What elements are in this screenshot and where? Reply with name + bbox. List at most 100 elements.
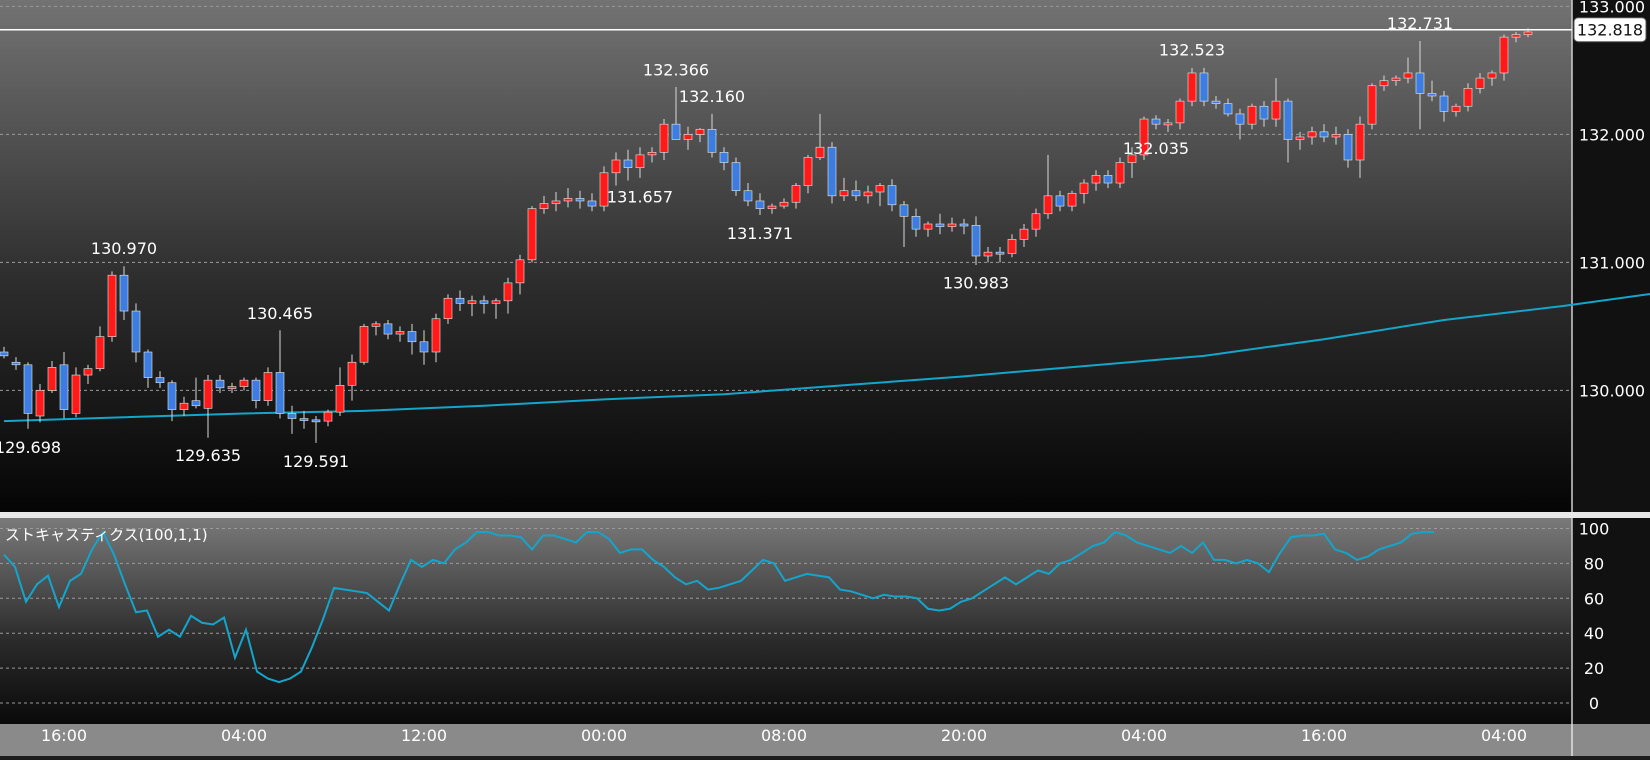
candle-body xyxy=(287,413,297,419)
candle-body xyxy=(875,185,885,193)
candle-body xyxy=(563,198,573,202)
time-tick-label: 00:00 xyxy=(581,726,627,745)
price-annotation-label: 132.160 xyxy=(679,87,745,106)
candle-body xyxy=(935,223,945,227)
stochastic-tick-label: 60 xyxy=(1584,589,1604,608)
candle-body xyxy=(1247,105,1257,125)
candle-body xyxy=(1211,100,1221,104)
candle-body xyxy=(347,361,357,386)
candle-body xyxy=(1403,72,1413,79)
candle-body xyxy=(791,185,801,203)
candle-body xyxy=(191,400,201,407)
candle-body xyxy=(47,367,57,391)
candle-body xyxy=(383,323,393,335)
candle-body xyxy=(1499,36,1509,74)
candle-body xyxy=(1379,80,1389,87)
candle-body xyxy=(323,411,333,422)
time-tick-label: 04:00 xyxy=(1481,726,1527,745)
price-annotation-label: 131.657 xyxy=(607,187,673,206)
candle-body xyxy=(1115,162,1125,184)
stochastic-tick-label: 40 xyxy=(1584,624,1604,643)
candle-body xyxy=(1283,100,1293,140)
price-annotation-label: 132.731 xyxy=(1387,14,1453,33)
price-tick-label: 133.000 xyxy=(1579,0,1645,16)
candle-body xyxy=(947,223,957,227)
candle-body xyxy=(1463,88,1473,107)
main-panel-background xyxy=(0,0,1572,512)
candle-body xyxy=(59,364,69,410)
candle-body xyxy=(1103,175,1113,184)
candle-body xyxy=(311,419,321,423)
candle-body xyxy=(911,216,921,230)
candle-body xyxy=(1067,192,1077,207)
candle-body xyxy=(851,190,861,197)
candle-body xyxy=(503,282,513,302)
candle-body xyxy=(707,128,717,153)
candle-body xyxy=(251,379,261,401)
time-tick-label: 12:00 xyxy=(401,726,447,745)
current-price-box xyxy=(1573,17,1647,43)
price-annotation-label: 132.035 xyxy=(1123,139,1189,158)
price-annotation-label: 132.523 xyxy=(1159,40,1225,59)
candle-body xyxy=(1343,134,1353,161)
candle-body xyxy=(1055,195,1065,207)
candle-body xyxy=(107,274,117,337)
candle-body xyxy=(1079,182,1089,194)
time-tick-label: 08:00 xyxy=(761,726,807,745)
time-tick-label: 04:00 xyxy=(221,726,267,745)
candle-body xyxy=(443,297,453,320)
candle-body xyxy=(863,191,873,197)
candle-body xyxy=(1367,85,1377,125)
candle-body xyxy=(1451,105,1461,112)
price-annotation-label: 130.465 xyxy=(247,304,313,323)
candle-body xyxy=(1187,72,1197,102)
candle-body xyxy=(1307,131,1317,138)
stochastic-title: ストキャスティクス(100,1,1) xyxy=(5,526,208,544)
candle-body xyxy=(1487,72,1497,79)
candle-body xyxy=(215,379,225,389)
price-annotation-label: 131.371 xyxy=(727,224,793,243)
candle-body xyxy=(419,341,429,353)
x-axis-background xyxy=(0,724,1650,756)
candle-body xyxy=(767,205,777,209)
candle-body xyxy=(95,336,105,369)
candle-body xyxy=(755,200,765,209)
time-tick-label: 04:00 xyxy=(1121,726,1167,745)
price-tick-label: 130.000 xyxy=(1579,381,1645,400)
candle-body xyxy=(959,223,969,227)
candle-body xyxy=(1091,175,1101,184)
candle-body xyxy=(743,190,753,202)
stochastic-tick-label: 80 xyxy=(1584,554,1604,573)
candle-body xyxy=(371,323,381,327)
candle-body xyxy=(179,402,189,410)
candle-body xyxy=(299,418,309,421)
time-tick-label: 20:00 xyxy=(941,726,987,745)
candle-body xyxy=(1331,134,1341,138)
candle-body xyxy=(1391,77,1401,81)
candle-body xyxy=(1475,77,1485,89)
candle-body xyxy=(131,310,141,353)
candle-body xyxy=(983,251,993,257)
candle-body xyxy=(1295,136,1305,140)
candle-body xyxy=(407,331,417,343)
stochastic-tick-label: 0 xyxy=(1589,694,1599,713)
candle-body xyxy=(587,200,597,207)
candle-body xyxy=(83,368,93,376)
candle-body xyxy=(995,251,1005,255)
time-tick-label: 16:00 xyxy=(1301,726,1347,745)
candle-body xyxy=(1007,239,1017,254)
candle-body xyxy=(1355,123,1365,161)
candle-body xyxy=(1175,100,1185,124)
candle-body xyxy=(731,162,741,192)
candle-body xyxy=(0,351,9,357)
candle-body xyxy=(467,300,477,304)
price-annotation-label: 129.591 xyxy=(283,452,349,471)
candle-body xyxy=(455,297,465,304)
candle-body xyxy=(1523,31,1533,35)
candle-body xyxy=(539,203,549,209)
candle-body xyxy=(359,326,369,363)
price-annotation-label: 129.698 xyxy=(0,438,61,457)
candle-body xyxy=(1031,213,1041,230)
candle-body xyxy=(491,300,501,304)
candle-body xyxy=(515,259,525,284)
